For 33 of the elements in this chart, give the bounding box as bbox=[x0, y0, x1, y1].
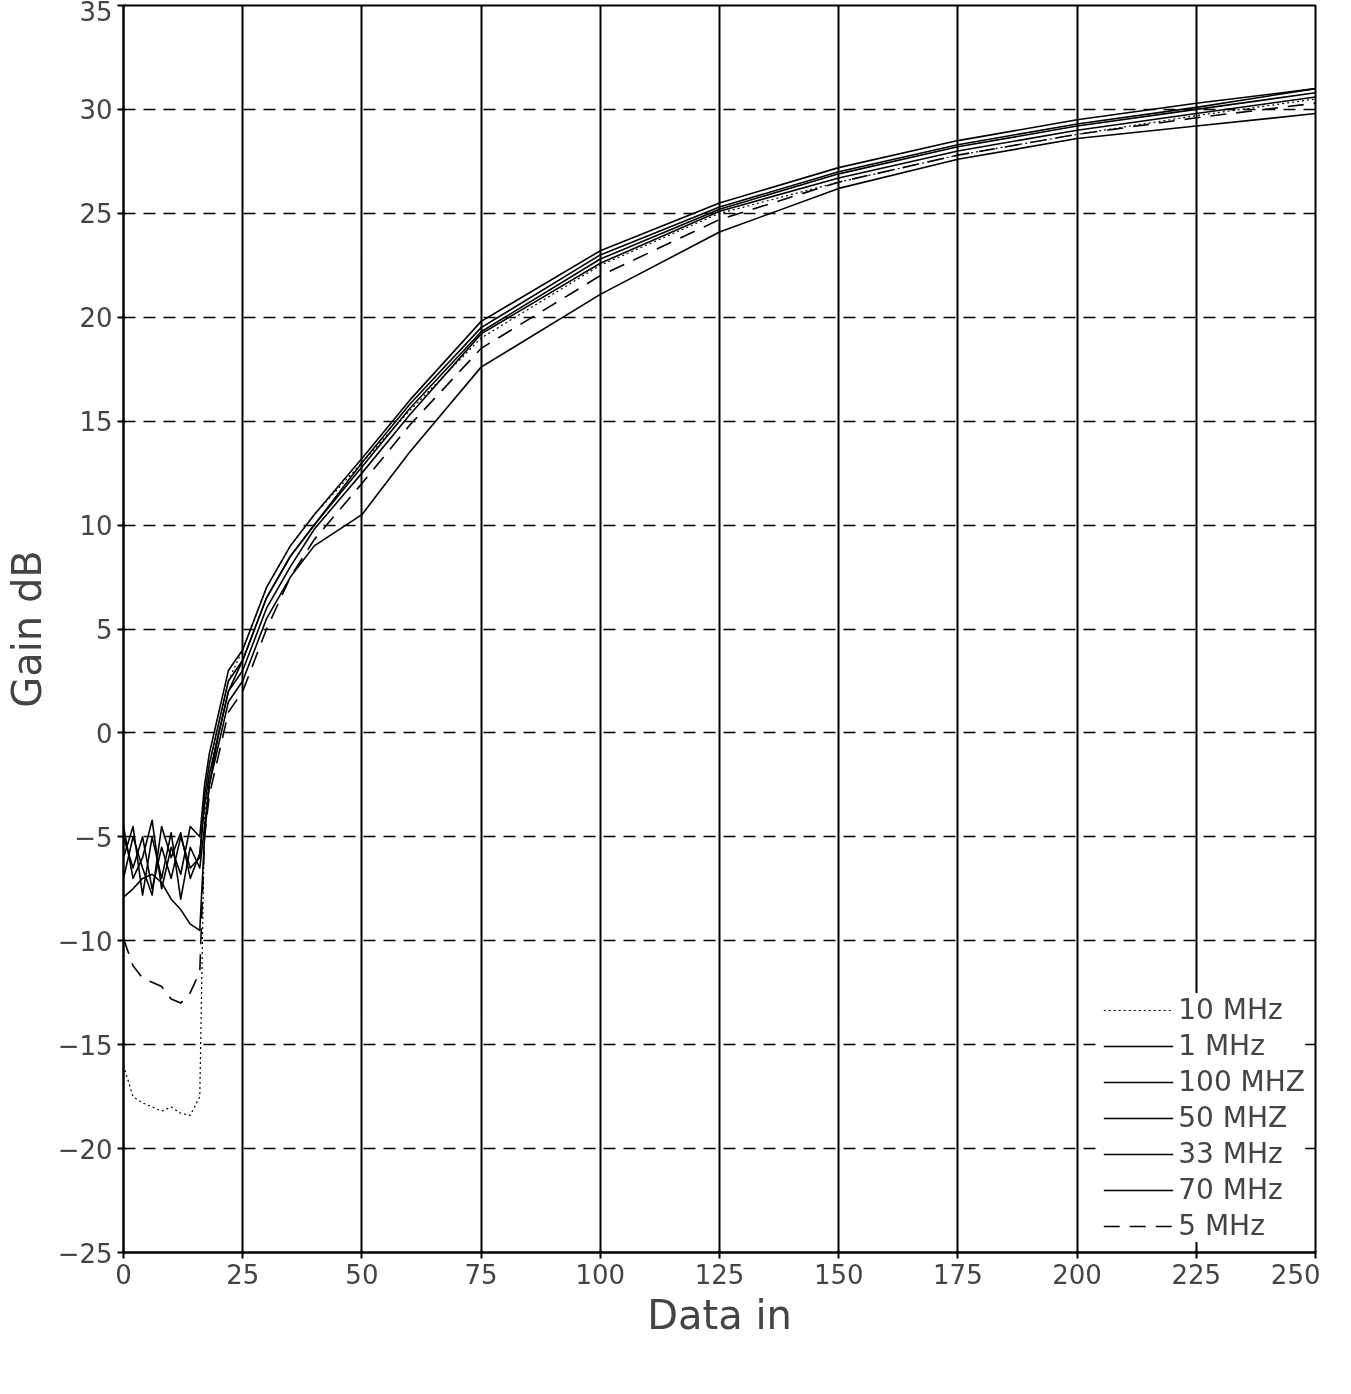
x-tick-label: 225 bbox=[1171, 1259, 1222, 1290]
legend-label: 1 MHz bbox=[1178, 1029, 1265, 1062]
y-tick-label: 0 bbox=[95, 718, 113, 749]
x-axis-title: Data in bbox=[647, 1291, 792, 1338]
legend-label: 5 MHz bbox=[1178, 1209, 1265, 1242]
y-tick-label: 15 bbox=[79, 407, 113, 438]
x-tick-label: 50 bbox=[345, 1259, 379, 1290]
y-axis-title: Gain dB bbox=[3, 550, 50, 708]
legend-label: 100 MHZ bbox=[1178, 1065, 1305, 1098]
y-tick-label: 5 bbox=[95, 615, 113, 645]
y-tick-label: −20 bbox=[57, 1134, 113, 1165]
y-tick-label: −5 bbox=[74, 822, 113, 853]
legend-label: 33 MHz bbox=[1178, 1137, 1283, 1170]
y-tick-label: −15 bbox=[57, 1030, 113, 1061]
x-tick-label: 150 bbox=[813, 1259, 864, 1290]
x-tick-label: 0 bbox=[115, 1259, 132, 1290]
y-tick-label: 10 bbox=[79, 511, 113, 542]
y-tick-label: 25 bbox=[79, 199, 113, 230]
legend-label: 70 MHz bbox=[1178, 1173, 1283, 1206]
x-tick-label: 175 bbox=[933, 1259, 983, 1290]
x-tick-label: 75 bbox=[464, 1259, 498, 1290]
x-tick-label: 250 bbox=[1270, 1259, 1321, 1290]
x-tick-label: 200 bbox=[1052, 1259, 1102, 1290]
y-tick-label: −10 bbox=[57, 926, 113, 957]
y-tick-label: −25 bbox=[57, 1238, 113, 1269]
y-tick-label: 35 bbox=[79, 0, 113, 27]
x-tick-label: 25 bbox=[226, 1259, 260, 1290]
x-tick-label: 125 bbox=[694, 1259, 745, 1290]
legend-label: 50 MHZ bbox=[1178, 1101, 1288, 1134]
x-tick-label: 100 bbox=[575, 1259, 626, 1290]
y-tick-label: 30 bbox=[79, 95, 113, 126]
y-tick-label: 20 bbox=[79, 303, 113, 334]
legend-label: 10 MHz bbox=[1178, 993, 1283, 1026]
